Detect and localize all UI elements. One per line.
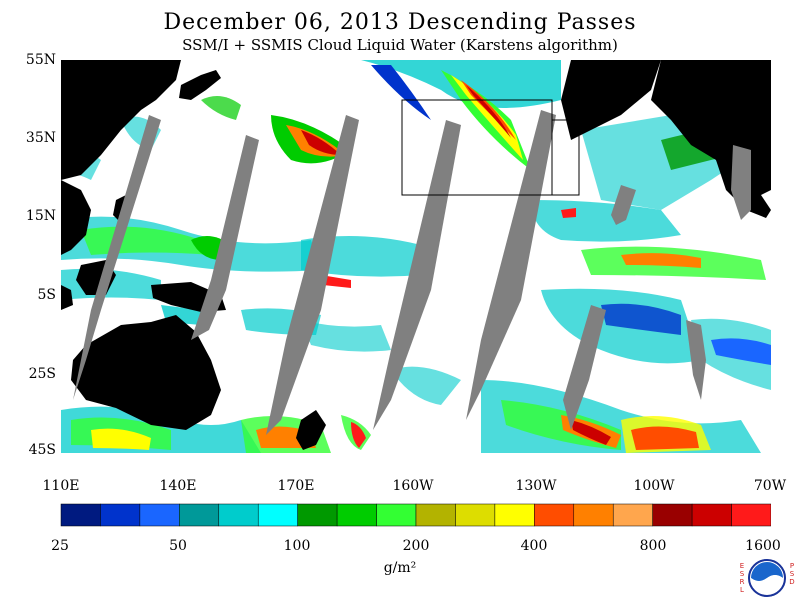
swath [191, 135, 259, 340]
colorbar-swatch [257, 503, 298, 527]
colorbar-swatch [573, 503, 614, 527]
australia-landmass [71, 315, 221, 430]
y-tick-label: 25S [28, 366, 56, 382]
chart-title: December 06, 2013 Descending Passes [163, 10, 637, 35]
analysis-box-inner [551, 119, 580, 196]
swath [73, 115, 161, 400]
colorbar-tick-label: 25 [51, 538, 69, 554]
colorbar-tick-label: 200 [402, 538, 430, 554]
colorbar-unit: g/m² [383, 560, 417, 576]
y-tick-label: 45S [28, 442, 56, 458]
x-tick-label: 170E [277, 478, 315, 494]
swath [611, 185, 636, 225]
colorbar-swatch [731, 503, 771, 527]
swath [373, 120, 461, 430]
colorbar-swatch [139, 503, 180, 527]
x-tick-label: 100W [633, 478, 675, 494]
sumatra-landmass [61, 285, 73, 310]
colorbar-swatch [376, 503, 417, 527]
no-data-swaths [73, 110, 751, 435]
colorbar-tick-label: 400 [520, 538, 548, 554]
colorbar [60, 503, 771, 527]
colorbar-swatch [218, 503, 259, 527]
colorbar-swatch [612, 503, 653, 527]
indochina-landmass [61, 180, 91, 255]
noaa-emblem [748, 559, 786, 597]
colorbar-swatch [494, 503, 535, 527]
japan-landmass [179, 70, 221, 100]
swath [266, 115, 359, 435]
swath [563, 305, 606, 430]
colorbar-swatch [455, 503, 496, 527]
colorbar-tick-label: 800 [639, 538, 667, 554]
swath [466, 110, 556, 420]
swath [686, 320, 706, 400]
colorbar-swatch [60, 503, 101, 527]
colorbar-swatch [652, 503, 693, 527]
colorbar-tick-label: 1600 [745, 538, 781, 554]
x-tick-label: 130W [515, 478, 557, 494]
colorbar-swatch [415, 503, 456, 527]
new-zealand-landmass [296, 410, 326, 450]
colorbar-swatch [534, 503, 575, 527]
colorbar-tick-label: 50 [169, 538, 187, 554]
y-tick-label: 55N [25, 52, 56, 68]
chart-subtitle: SSM/I + SSMIS Cloud Liquid Water (Karste… [182, 36, 618, 54]
x-tick-label: 70W [753, 478, 787, 494]
colorbar-swatch [100, 503, 141, 527]
colorbar-swatch [336, 503, 377, 527]
land-masses [61, 60, 771, 450]
alaska-landmass [561, 60, 661, 140]
y-tick-label: 15N [25, 208, 56, 224]
colorbar-swatch [297, 503, 338, 527]
x-tick-label: 110E [42, 478, 80, 494]
swath [731, 145, 751, 220]
colorbar-tick-label: 100 [283, 538, 311, 554]
colorbar-swatch [691, 503, 732, 527]
x-tick-label: 140E [159, 478, 197, 494]
x-tick-label: 160W [392, 478, 434, 494]
colorbar-swatch [179, 503, 220, 527]
cloud-water-map [61, 60, 771, 453]
asia-landmass [61, 60, 181, 180]
y-tick-label: 5S [37, 287, 57, 303]
y-tick-label: 35N [25, 130, 56, 146]
